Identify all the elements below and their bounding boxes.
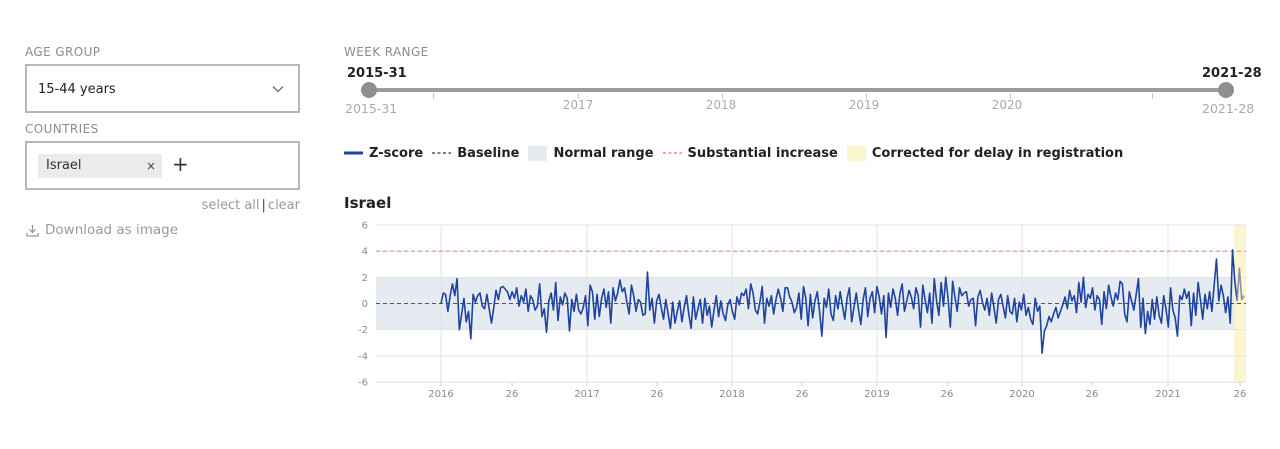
week-range-track[interactable] xyxy=(369,88,1227,92)
legend-corrected-label: Corrected for delay in registration xyxy=(871,145,1124,161)
y-tick-label: 2 xyxy=(362,273,368,284)
normal-range-band xyxy=(376,277,1246,330)
x-tick-label: 2020 xyxy=(1009,389,1034,400)
legend-zscore: Z-score xyxy=(344,146,423,161)
clear-link[interactable]: clear xyxy=(267,198,300,213)
y-tick-label: 4 xyxy=(362,247,368,258)
legend-substantial-increase-label: Substantial increase xyxy=(687,145,838,161)
age-group-value: 15-44 years xyxy=(38,82,116,97)
slider-year-label: 2018 xyxy=(705,98,737,112)
chart-legend: Z-score Baseline Normal range Substantia… xyxy=(344,144,1132,162)
x-tick-label: 26 xyxy=(651,389,664,400)
slider-tick xyxy=(433,93,434,99)
chart-title: Israel xyxy=(344,194,392,212)
y-tick-label: -4 xyxy=(358,351,368,362)
country-tag-label: Israel xyxy=(46,158,82,173)
slider-start-handle[interactable] xyxy=(361,82,377,98)
zscore-corrected-line xyxy=(1236,267,1245,301)
x-tick-label: 26 xyxy=(506,389,519,400)
x-tick-label: 2016 xyxy=(428,389,453,400)
slider-start-value: 2015-31 xyxy=(347,66,407,81)
zscore-series-line xyxy=(440,249,1238,355)
corrected-region-band xyxy=(1234,225,1246,382)
slider-tick xyxy=(1010,93,1011,99)
download-icon xyxy=(26,224,39,237)
week-range-label: WEEK RANGE xyxy=(344,45,429,59)
countries-select[interactable]: Israel × + xyxy=(25,141,300,190)
x-tick-label: 2019 xyxy=(864,389,889,400)
legend-normal-range: Normal range xyxy=(528,145,654,161)
legend-zscore-label: Z-score xyxy=(369,145,424,161)
y-tick-label: 0 xyxy=(362,299,368,310)
x-tick-label: 2017 xyxy=(574,389,599,400)
legend-normal-range-label: Normal range xyxy=(553,145,654,161)
age-group-label: AGE GROUP xyxy=(25,45,101,59)
y-tick-label: 6 xyxy=(362,221,368,232)
age-group-select[interactable]: 15-44 years xyxy=(25,64,300,113)
x-tick-label: 2021 xyxy=(1155,389,1180,400)
slider-tick xyxy=(866,93,867,99)
add-country-button[interactable]: + xyxy=(172,152,189,176)
download-button[interactable]: Download as image xyxy=(26,222,178,238)
y-tick-label: -6 xyxy=(358,378,368,389)
slider-year-label: 2017 xyxy=(562,98,594,112)
select-links-separator: | xyxy=(261,198,266,213)
slider-year-label: 2020 xyxy=(991,98,1023,112)
slider-end-handle[interactable] xyxy=(1218,82,1234,98)
legend-baseline-label: Baseline xyxy=(457,145,520,161)
download-label: Download as image xyxy=(45,222,179,238)
country-tag-israel: Israel × xyxy=(38,154,162,178)
select-links: select all | clear xyxy=(202,198,300,213)
slider-tick xyxy=(722,93,723,99)
slider-tick xyxy=(1152,93,1153,99)
legend-substantial-increase: Substantial increase xyxy=(662,145,838,161)
x-tick-label: 26 xyxy=(796,389,809,400)
slider-min-label: 2015-31 xyxy=(345,101,398,116)
countries-label: COUNTRIES xyxy=(25,122,99,136)
slider-end-value: 2021-28 xyxy=(1202,66,1262,81)
x-tick-label: 26 xyxy=(1234,389,1247,400)
chevron-down-icon xyxy=(272,85,284,93)
legend-baseline: Baseline xyxy=(432,146,519,161)
select-all-link[interactable]: select all xyxy=(201,198,260,213)
legend-corrected: Corrected for delay in registration xyxy=(846,145,1124,161)
y-tick-label: -2 xyxy=(358,325,368,336)
x-tick-label: 26 xyxy=(941,389,954,400)
remove-tag-icon[interactable]: × xyxy=(145,159,156,173)
slider-tick xyxy=(578,93,579,99)
slider-year-label: 2019 xyxy=(848,98,880,112)
slider-max-label: 2021-28 xyxy=(1202,101,1255,116)
x-tick-label: 26 xyxy=(1086,389,1099,400)
x-tick-label: 2018 xyxy=(719,389,744,400)
